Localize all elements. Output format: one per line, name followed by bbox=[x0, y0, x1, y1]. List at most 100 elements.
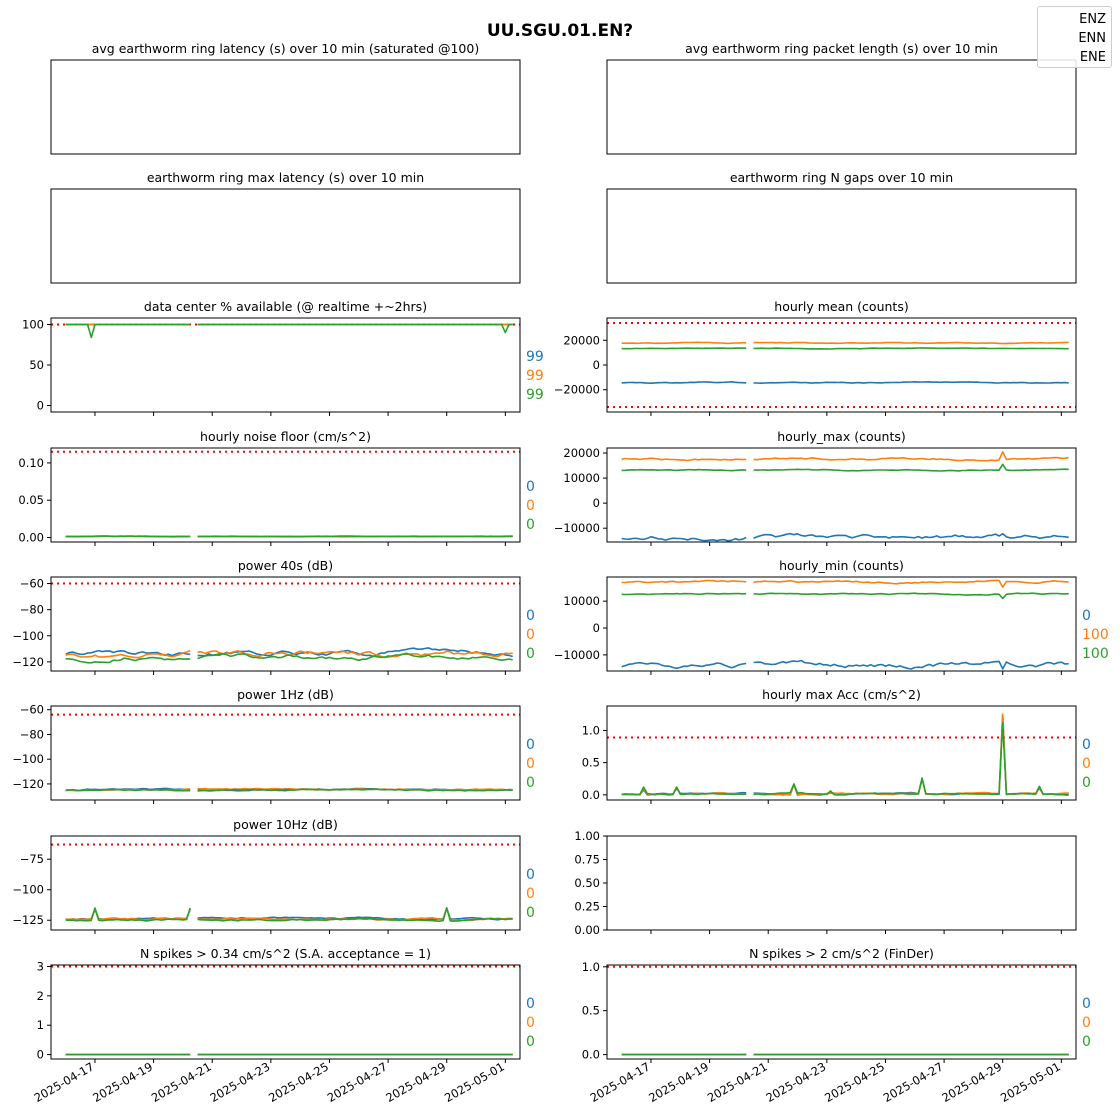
series-max-acc-ene-1 bbox=[753, 721, 1069, 796]
y-tick-label-power-1hz-1: −100 bbox=[12, 752, 44, 766]
y-tick-label-max-acc-1: 0.5 bbox=[582, 756, 600, 770]
side-value-spikes-finder-ene: 0 bbox=[1082, 1034, 1091, 1050]
axes-frame-max-acc bbox=[606, 705, 1077, 801]
legend-label-enz: ENZ bbox=[1079, 12, 1106, 27]
y-tick-label-availability-1: 50 bbox=[29, 358, 44, 372]
side-value-hourly-min-enz: 0 bbox=[1082, 608, 1091, 624]
y-tick-label-spikes-sa-2: 2 bbox=[37, 989, 44, 1003]
side-value-max-acc-ene: 0 bbox=[1082, 775, 1091, 791]
y-tick-label-spikes-finder-1: 0.5 bbox=[582, 1004, 600, 1018]
panel-spikes-sa: N spikes > 0.34 cm/s^2 (S.A. acceptance … bbox=[32, 946, 535, 1105]
series-hourly-min-enz-1 bbox=[753, 659, 1069, 670]
series-power-10hz-ene-0 bbox=[65, 907, 191, 922]
series-hourly-mean-ene-0 bbox=[621, 347, 747, 350]
y-tick-label-hourly-max-2: 10000 bbox=[563, 471, 600, 485]
axes-frame-hourly-mean bbox=[606, 317, 1077, 413]
y-tick-label-power-40s-0: −120 bbox=[12, 655, 44, 669]
series-noise-floor-ene-1 bbox=[197, 535, 513, 538]
axes-frame-power-40s bbox=[50, 576, 521, 672]
y-tick-label-hourly-min-1: 0 bbox=[593, 621, 600, 635]
series-hourly-max-enn-0 bbox=[621, 457, 747, 462]
y-tick-label-max-acc-2: 1.0 bbox=[582, 723, 600, 737]
y-tick-label-power-1hz-3: −60 bbox=[20, 703, 44, 717]
y-tick-label-power-10hz-2: −75 bbox=[20, 852, 44, 866]
side-value-power-1hz-ene: 0 bbox=[526, 775, 535, 791]
panel-title-avg-latency: avg earthworm ring latency (s) over 10 m… bbox=[92, 41, 479, 56]
x-tick-label-spikes-finder-1: 2025-04-19 bbox=[646, 1059, 711, 1105]
side-value-power-40s-enz: 0 bbox=[526, 608, 535, 624]
series-power-1hz-ene-1 bbox=[197, 788, 513, 792]
axes-frame-max-latency bbox=[50, 188, 521, 284]
side-value-spikes-sa-ene: 0 bbox=[526, 1034, 535, 1050]
side-value-max-acc-enn: 0 bbox=[1082, 756, 1091, 772]
series-power-40s-enz-0 bbox=[65, 649, 191, 657]
legend-label-ene: ENE bbox=[1079, 50, 1106, 65]
series-hourly-mean-ene-1 bbox=[753, 347, 1069, 350]
axes-frame-power-1hz bbox=[50, 705, 521, 801]
series-availability-ene-0 bbox=[65, 323, 191, 339]
side-value-power-40s-ene: 0 bbox=[526, 646, 535, 662]
side-value-hourly-min-ene: 100 bbox=[1082, 646, 1109, 662]
axes-frame-availability bbox=[50, 317, 521, 413]
panel-noise-floor: hourly noise floor (cm/s^2) 0.00 0.05 0.10 0… bbox=[18, 429, 535, 546]
panel-avg-packet-length: avg earthworm ring packet length (s) ove… bbox=[606, 41, 1077, 155]
series-power-10hz-enz-0 bbox=[65, 908, 191, 921]
panel-hourly-max: hourly_max (counts) −10000 0 10000 20000 bbox=[554, 429, 1077, 546]
y-tick-label-hourly-mean-1: 0 bbox=[593, 358, 600, 372]
axes-frame-avg-latency bbox=[50, 59, 521, 155]
panel-unused-panel: 0.00 0.25 0.50 0.75 1.00 bbox=[574, 829, 1077, 937]
panel-avg-latency: avg earthworm ring latency (s) over 10 m… bbox=[50, 41, 521, 155]
series-power-40s-enz-1 bbox=[197, 647, 513, 658]
legend-swatch-enz bbox=[1049, 19, 1071, 21]
series-power-1hz-ene-0 bbox=[65, 788, 191, 792]
legend-entry-ene: ENE bbox=[1038, 48, 1106, 67]
side-value-power-1hz-enz: 0 bbox=[526, 737, 535, 753]
legend-entry-enn: ENN bbox=[1038, 29, 1106, 48]
side-value-power-10hz-enn: 0 bbox=[526, 886, 535, 902]
y-tick-label-spikes-finder-2: 1.0 bbox=[582, 960, 600, 974]
x-tick-label-spikes-sa-1: 2025-04-19 bbox=[90, 1059, 155, 1105]
x-tick-label-spikes-sa-7: 2025-05-01 bbox=[442, 1059, 507, 1105]
x-tick-label-spikes-finder-3: 2025-04-23 bbox=[763, 1059, 828, 1105]
axes-frame-avg-packet-length bbox=[606, 59, 1077, 155]
y-tick-label-max-acc-0: 0.0 bbox=[582, 788, 600, 802]
side-value-max-acc-enz: 0 bbox=[1082, 737, 1091, 753]
series-availability-ene-1 bbox=[197, 323, 513, 334]
panel-title-hourly-max: hourly_max (counts) bbox=[777, 429, 906, 444]
y-tick-label-spikes-sa-0: 0 bbox=[37, 1048, 44, 1062]
side-value-spikes-finder-enn: 0 bbox=[1082, 1015, 1091, 1031]
series-hourly-min-enn-0 bbox=[621, 579, 747, 584]
panel-power-40s: power 40s (dB) −120 −100 −80 −60 0 0 0 bbox=[12, 558, 535, 675]
panel-max-acc: hourly max Acc (cm/s^2) 0.0 0.5 1.0 0 0 0 bbox=[582, 687, 1091, 804]
y-tick-label-hourly-max-0: −10000 bbox=[554, 521, 600, 535]
y-tick-label-noise-floor-2: 0.10 bbox=[18, 456, 44, 470]
x-tick-label-spikes-finder-0: 2025-04-17 bbox=[588, 1059, 653, 1105]
x-tick-label-spikes-sa-3: 2025-04-23 bbox=[207, 1059, 272, 1105]
side-value-hourly-min-enn: 100 bbox=[1082, 627, 1109, 643]
series-max-acc-enz-1 bbox=[753, 713, 1069, 796]
panel-availability: data center % available (@ realtime +~2h… bbox=[22, 299, 544, 416]
panel-hourly-min: hourly_min (counts) −10000 0 10000 0 100 100 bbox=[554, 558, 1109, 675]
legend-swatch-ene bbox=[1050, 57, 1072, 59]
y-tick-label-unused-panel-3: 0.75 bbox=[574, 853, 600, 867]
x-tick-label-spikes-sa-0: 2025-04-17 bbox=[32, 1059, 97, 1105]
panel-hourly-mean: hourly mean (counts) −20000 0 20000 bbox=[554, 299, 1077, 416]
panel-title-availability: data center % available (@ realtime +~2h… bbox=[144, 299, 427, 314]
legend-swatch-enn bbox=[1048, 38, 1070, 40]
axes-frame-noise-floor bbox=[50, 447, 521, 543]
panel-title-power-10hz: power 10Hz (dB) bbox=[233, 817, 338, 832]
series-hourly-max-ene-0 bbox=[621, 468, 747, 472]
legend-label-enn: ENN bbox=[1078, 31, 1106, 46]
x-tick-label-spikes-sa-2: 2025-04-21 bbox=[149, 1059, 214, 1105]
panel-spikes-finder: N spikes > 2 cm/s^2 (FinDer)2025-04-1720… bbox=[582, 946, 1091, 1105]
panel-title-max-latency: earthworm ring max latency (s) over 10 m… bbox=[147, 170, 424, 185]
series-hourly-mean-enz-0 bbox=[621, 380, 747, 385]
series-power-40s-enn-0 bbox=[65, 649, 191, 659]
panel-title-noise-floor: hourly noise floor (cm/s^2) bbox=[200, 429, 371, 444]
side-value-availability-enn: 99 bbox=[526, 368, 544, 384]
y-tick-label-spikes-finder-0: 0.0 bbox=[582, 1048, 600, 1062]
panel-title-spikes-sa: N spikes > 0.34 cm/s^2 (S.A. acceptance … bbox=[140, 946, 431, 961]
x-tick-label-spikes-finder-6: 2025-04-29 bbox=[939, 1059, 1004, 1105]
panel-title-max-acc: hourly max Acc (cm/s^2) bbox=[762, 687, 921, 702]
panels-group: avg earthworm ring latency (s) over 10 m… bbox=[12, 41, 1108, 1105]
